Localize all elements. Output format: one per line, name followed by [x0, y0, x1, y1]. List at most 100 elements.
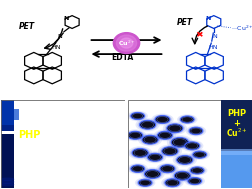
Ellipse shape: [185, 125, 205, 136]
Ellipse shape: [123, 129, 146, 141]
Ellipse shape: [134, 177, 155, 188]
Ellipse shape: [187, 177, 201, 184]
Ellipse shape: [125, 130, 144, 140]
Ellipse shape: [163, 178, 181, 188]
Text: +: +: [232, 119, 239, 128]
Ellipse shape: [192, 151, 206, 158]
Ellipse shape: [184, 142, 199, 150]
Ellipse shape: [176, 114, 197, 125]
Text: EDTA: EDTA: [111, 53, 133, 62]
Ellipse shape: [135, 118, 159, 131]
Ellipse shape: [127, 131, 142, 139]
Ellipse shape: [138, 179, 151, 186]
Ellipse shape: [172, 153, 196, 167]
Ellipse shape: [142, 169, 162, 180]
Text: HN: HN: [51, 45, 60, 50]
Bar: [14, 109, 19, 119]
Ellipse shape: [129, 112, 146, 120]
Ellipse shape: [154, 115, 169, 123]
Ellipse shape: [180, 116, 193, 123]
Text: N: N: [57, 34, 62, 39]
Ellipse shape: [159, 146, 179, 157]
Ellipse shape: [129, 164, 146, 173]
Bar: [1, 134, 14, 188]
Ellipse shape: [130, 112, 144, 119]
Ellipse shape: [172, 170, 192, 181]
Ellipse shape: [180, 140, 203, 152]
Text: PHP: PHP: [226, 109, 245, 118]
Ellipse shape: [184, 176, 204, 186]
Ellipse shape: [166, 135, 192, 150]
Ellipse shape: [130, 147, 150, 158]
Ellipse shape: [188, 166, 205, 175]
Text: Cu$^{2+}$: Cu$^{2+}$: [117, 38, 135, 48]
Ellipse shape: [155, 130, 174, 140]
Ellipse shape: [136, 178, 153, 187]
Ellipse shape: [157, 145, 181, 158]
Ellipse shape: [132, 149, 148, 157]
Text: HN: HN: [207, 45, 217, 50]
Ellipse shape: [161, 177, 183, 189]
Ellipse shape: [130, 165, 144, 172]
Ellipse shape: [151, 114, 173, 125]
Ellipse shape: [176, 156, 192, 164]
Ellipse shape: [162, 122, 186, 135]
Text: Cu$^{2+}$: Cu$^{2+}$: [225, 126, 246, 139]
Ellipse shape: [0, 183, 15, 186]
Ellipse shape: [152, 115, 171, 124]
Text: PET: PET: [176, 18, 193, 27]
Ellipse shape: [174, 154, 194, 165]
Ellipse shape: [147, 153, 162, 161]
Ellipse shape: [145, 152, 164, 162]
Ellipse shape: [159, 165, 174, 173]
Ellipse shape: [182, 141, 201, 151]
Ellipse shape: [170, 138, 188, 147]
Ellipse shape: [168, 136, 190, 148]
Bar: [1, 125, 14, 131]
Ellipse shape: [187, 126, 204, 136]
Ellipse shape: [191, 150, 207, 159]
Ellipse shape: [188, 127, 202, 135]
Ellipse shape: [156, 163, 178, 175]
Ellipse shape: [127, 163, 147, 174]
Text: N: N: [211, 34, 216, 39]
Ellipse shape: [137, 119, 157, 130]
Bar: [220, 100, 251, 151]
Ellipse shape: [185, 177, 202, 185]
Ellipse shape: [128, 146, 152, 160]
Circle shape: [113, 33, 139, 53]
Ellipse shape: [190, 167, 203, 174]
Ellipse shape: [0, 177, 15, 181]
Ellipse shape: [139, 120, 155, 129]
Ellipse shape: [161, 147, 177, 156]
Ellipse shape: [153, 129, 175, 141]
Text: PET: PET: [19, 22, 35, 31]
Ellipse shape: [127, 111, 147, 121]
Text: ···Cu$^{2+}$: ···Cu$^{2+}$: [231, 24, 252, 33]
Ellipse shape: [144, 170, 160, 178]
Circle shape: [116, 35, 136, 51]
Ellipse shape: [189, 149, 209, 160]
Text: PHP: PHP: [19, 130, 41, 140]
Ellipse shape: [166, 124, 182, 133]
Ellipse shape: [164, 179, 179, 187]
Ellipse shape: [158, 164, 176, 174]
Ellipse shape: [139, 134, 160, 145]
Bar: [220, 151, 251, 188]
Ellipse shape: [164, 123, 184, 134]
Text: N: N: [64, 16, 69, 21]
Ellipse shape: [170, 169, 194, 182]
Ellipse shape: [157, 131, 172, 139]
Ellipse shape: [143, 151, 166, 163]
Ellipse shape: [141, 135, 158, 144]
Text: N: N: [205, 16, 210, 21]
Ellipse shape: [140, 167, 164, 180]
Ellipse shape: [174, 171, 190, 180]
Circle shape: [120, 38, 132, 48]
Ellipse shape: [0, 180, 15, 184]
Bar: [1, 100, 14, 125]
Bar: [220, 149, 251, 155]
Ellipse shape: [186, 165, 207, 176]
Ellipse shape: [178, 115, 195, 124]
Ellipse shape: [137, 133, 162, 146]
